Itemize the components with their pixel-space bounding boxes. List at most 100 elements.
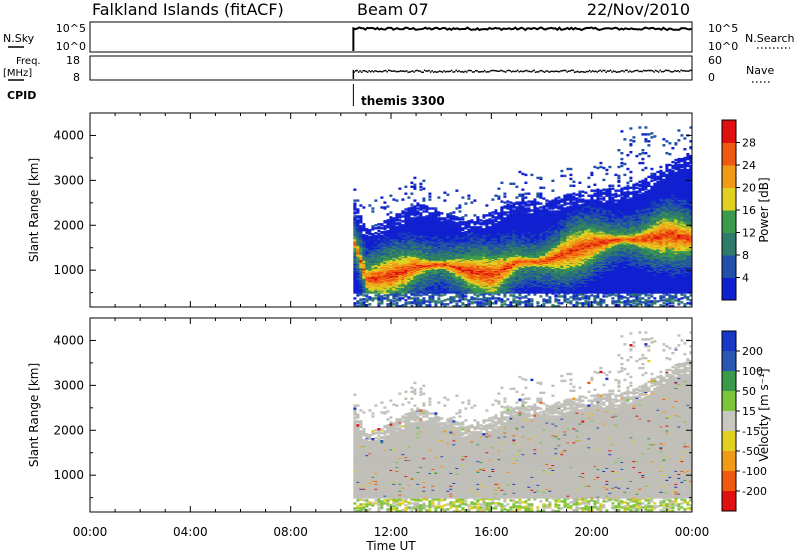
power-cell (503, 295, 507, 298)
power-cell (395, 222, 399, 225)
power-cell (491, 224, 495, 227)
power-cell (401, 220, 405, 223)
power-cell (392, 303, 396, 306)
power-cell (428, 214, 432, 217)
power-cell (365, 294, 369, 297)
power-cell (365, 300, 369, 303)
power-cell (410, 293, 414, 296)
power-cell (428, 304, 432, 307)
power-cell (458, 227, 462, 230)
power-cell (449, 220, 453, 223)
power-cell (443, 225, 447, 228)
power-cell (512, 301, 516, 304)
power-cell (497, 197, 501, 200)
power-cell (353, 215, 357, 218)
power-cell (524, 209, 528, 212)
power-cell (401, 297, 405, 300)
power-cell (458, 223, 462, 226)
power-cell (446, 219, 450, 222)
power-cell (353, 188, 357, 191)
power-cell (521, 188, 525, 191)
power-cell (428, 198, 432, 201)
power-cell (416, 293, 420, 296)
power-cell (518, 193, 522, 196)
power-cell (365, 230, 369, 233)
power-cell (401, 224, 405, 227)
power-cell (386, 294, 390, 297)
power-cell (362, 304, 366, 307)
power-cell (527, 298, 531, 301)
power-cell (371, 210, 375, 213)
power-cell (527, 302, 531, 305)
power-cell (488, 218, 492, 221)
freq-panel: Freq. [MHz] 18 8 60 0 Nave (3, 54, 774, 84)
power-cell (395, 295, 399, 298)
power-cell (419, 207, 423, 210)
power-cell (485, 225, 489, 228)
nsearch-tick-bottom: 10^0 (708, 40, 738, 53)
power-cell (497, 293, 501, 296)
power-cell (398, 293, 402, 296)
power-cell (518, 201, 522, 204)
power-cell (404, 219, 408, 222)
power-cell (467, 303, 471, 306)
power-cell (437, 301, 441, 304)
power-cell (395, 213, 399, 216)
power-cell (458, 206, 462, 209)
power-cell (443, 199, 447, 202)
power-cell (494, 194, 498, 197)
power-cell (485, 204, 489, 207)
power-cell (425, 304, 429, 307)
nsky-panel: N.Sky 10^5 10^0 10^5 10^0 N.Search (3, 21, 795, 53)
power-cell (356, 300, 360, 303)
power-cell (485, 297, 489, 300)
power-cell (473, 293, 477, 296)
power-cell (374, 232, 378, 235)
power-cell (467, 194, 471, 197)
power-cell (518, 170, 522, 174)
power-cell (491, 211, 495, 214)
power-cell (464, 221, 468, 224)
power-cell (380, 295, 384, 298)
nave-tick-bottom: 0 (708, 71, 715, 84)
power-cell (461, 221, 465, 224)
power-cell (482, 216, 486, 219)
power-cell (380, 297, 384, 300)
power-cell (359, 302, 363, 305)
power-cell (371, 297, 375, 300)
power-cell (494, 209, 498, 212)
power-cell (413, 299, 417, 302)
power-cell (521, 301, 525, 304)
power-cell (368, 204, 372, 207)
power-cell (521, 207, 525, 210)
power-cell (464, 202, 468, 205)
power-cell (404, 302, 408, 305)
power-cell (410, 181, 414, 184)
power-cell (368, 229, 372, 232)
power-cell (461, 232, 465, 235)
power-cell (512, 209, 516, 212)
power-cell (464, 231, 468, 234)
nsky-trace (352, 26, 692, 51)
power-cell (491, 214, 495, 217)
power-cell (524, 201, 528, 204)
power-cell (506, 206, 510, 209)
power-cell (437, 217, 441, 220)
power-cell (458, 217, 462, 220)
power-cell (476, 294, 480, 297)
power-cell (398, 297, 402, 300)
power-cell (434, 300, 438, 303)
power-cell (404, 293, 408, 296)
power-cell (518, 211, 522, 214)
power-cell (410, 185, 414, 188)
power-cell (482, 228, 486, 231)
freq-label: Freq. (16, 56, 41, 67)
power-cell (515, 300, 519, 303)
power-cell (494, 218, 498, 221)
power-cell (410, 305, 414, 308)
power-cell (521, 205, 525, 208)
power-cell (512, 202, 516, 205)
power-cell (446, 303, 450, 306)
power-cell (389, 225, 393, 228)
